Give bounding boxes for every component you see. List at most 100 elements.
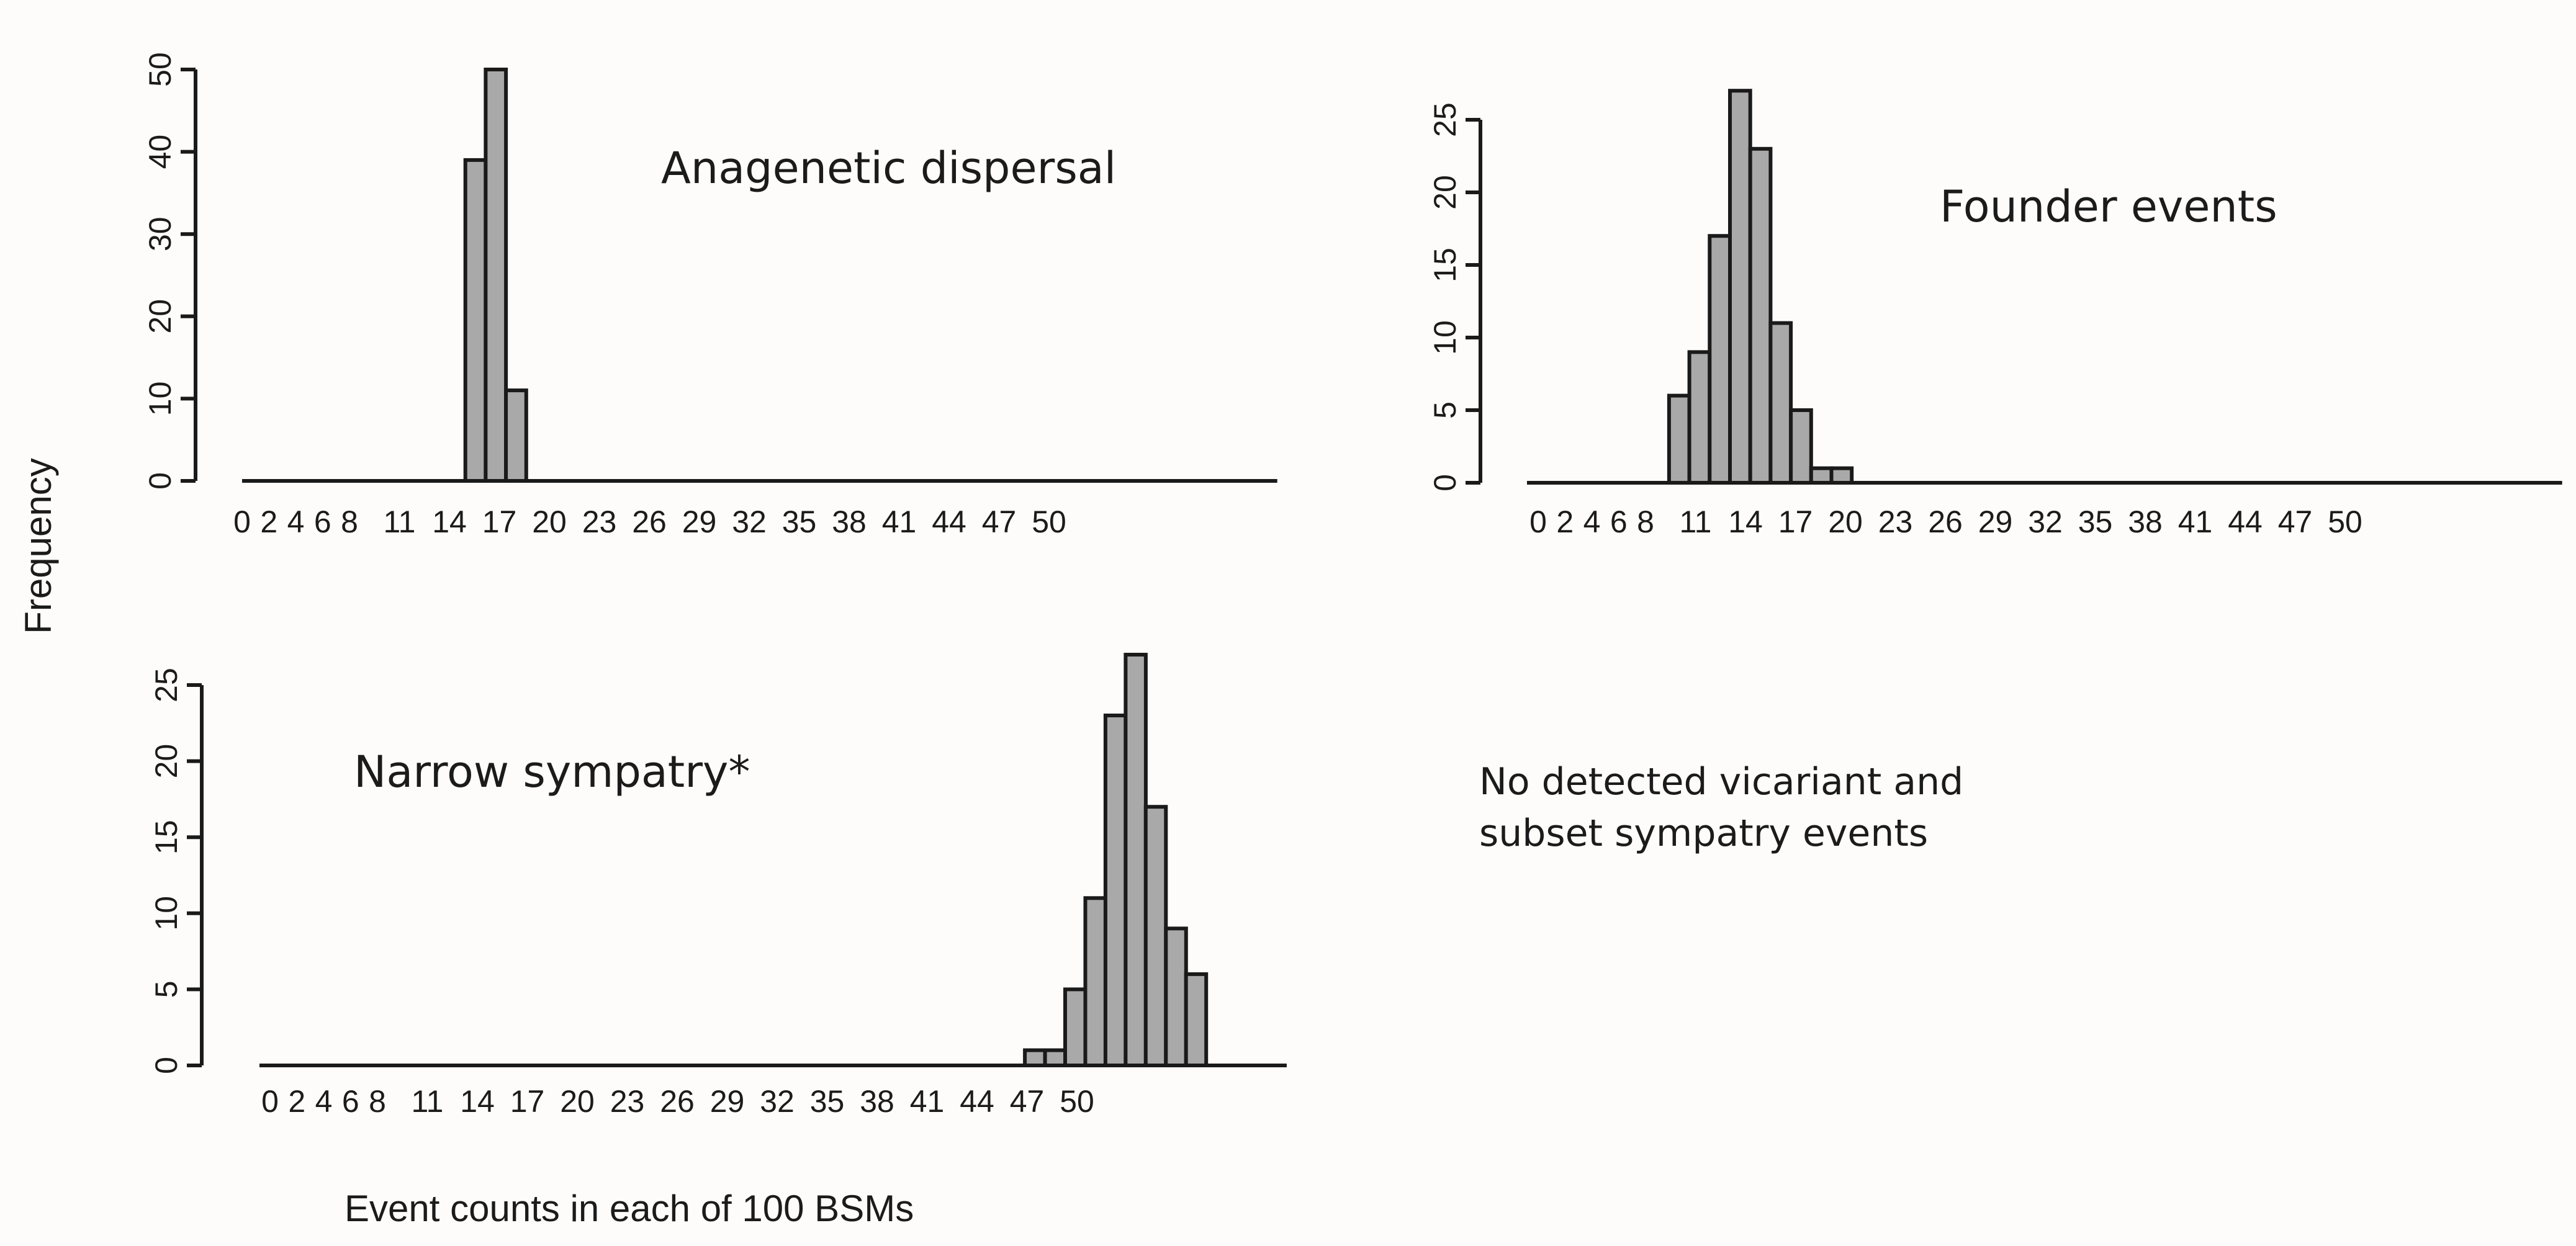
x-tick-label-8: 8: [369, 1084, 386, 1119]
x-tick-label-35: 35: [2078, 504, 2113, 539]
x-tick-label-14: 14: [1728, 504, 1763, 539]
y-tick-label-5: 5: [1428, 401, 1462, 419]
panel-title-founder-events: Founder events: [1940, 181, 2277, 232]
x-tick-label-20: 20: [560, 1084, 595, 1119]
x-tick-label-6: 6: [1610, 504, 1628, 539]
bar-narrow-sympatry-40: [1063, 987, 1088, 1068]
x-tick-label-4: 4: [287, 504, 305, 539]
x-tick-label-23: 23: [582, 504, 617, 539]
x-tick-label-32: 32: [732, 504, 767, 539]
x-tick-label-6: 6: [314, 504, 331, 539]
x-tick-label-0: 0: [261, 1084, 279, 1119]
x-tick-label-32: 32: [760, 1084, 795, 1119]
bars-narrow-sympatry: [259, 653, 1287, 1068]
x-tick-label-14: 14: [460, 1084, 495, 1119]
bar-founder-events-10: [1728, 89, 1752, 485]
x-tick-label-29: 29: [682, 504, 717, 539]
y-tick-label-50: 50: [143, 52, 178, 87]
x-tick-label-29: 29: [710, 1084, 745, 1119]
y-tick-label-10: 10: [1428, 320, 1462, 355]
bar-narrow-sympatry-38: [1023, 1048, 1047, 1067]
y-tick-label-5: 5: [149, 980, 184, 998]
y-tick-label-25: 25: [149, 668, 184, 702]
x-tick-label-44: 44: [932, 504, 966, 539]
bar-narrow-sympatry-43: [1124, 653, 1148, 1067]
x-tick-label-2: 2: [1556, 504, 1574, 539]
x-tick-label-50: 50: [1032, 504, 1066, 539]
y-axis-founder-events: 0 5 10 15 20 25: [1428, 102, 1482, 491]
x-tick-label-41: 41: [2178, 504, 2213, 539]
bar-narrow-sympatry-41: [1083, 896, 1107, 1068]
y-tick-label-20: 20: [1428, 175, 1462, 210]
y-tick-label-30: 30: [143, 217, 178, 251]
x-tick-label-47: 47: [1010, 1084, 1045, 1119]
bars-founder-events: [1527, 89, 2562, 485]
y-tick-label-10: 10: [143, 382, 178, 416]
x-tick-label-44: 44: [2228, 504, 2263, 539]
y-tick-label-25: 25: [1428, 102, 1462, 137]
x-tick-label-32: 32: [2028, 504, 2063, 539]
x-tick-label-2: 2: [288, 1084, 305, 1119]
bar-founder-events-11: [1748, 146, 1773, 485]
x-tick-label-17: 17: [510, 1084, 545, 1119]
x-tick-label-17: 17: [1778, 504, 1813, 539]
x-tick-label-50: 50: [1060, 1084, 1094, 1119]
x-axis-title: Event counts in each of 100 BSMs: [345, 1188, 914, 1229]
x-tick-label-8: 8: [1637, 504, 1654, 539]
y-tick-label-40: 40: [143, 135, 178, 169]
x-tick-label-23: 23: [1878, 504, 1913, 539]
x-tick-label-0: 0: [233, 504, 251, 539]
y-axis-narrow-sympatry: 0 5 10 15 20 25: [149, 668, 204, 1074]
x-tick-label-20: 20: [532, 504, 567, 539]
x-tick-label-26: 26: [660, 1084, 695, 1119]
x-tick-label-35: 35: [810, 1084, 845, 1119]
y-tick-label-10: 10: [149, 896, 184, 931]
y-tick-label-15: 15: [1428, 248, 1462, 282]
y-tick-label-15: 15: [149, 820, 184, 854]
bar-founder-events-14: [1809, 466, 1834, 485]
x-tick-label-47: 47: [982, 504, 1017, 539]
bar-narrow-sympatry-44: [1143, 805, 1168, 1067]
x-tick-label-35: 35: [782, 504, 817, 539]
x-tick-label-11: 11: [384, 504, 416, 539]
x-tick-label-8: 8: [341, 504, 358, 539]
x-tick-label-29: 29: [1978, 504, 2013, 539]
x-tick-label-23: 23: [610, 1084, 645, 1119]
panel-title-anagenetic-dispersal: Anagenetic dispersal: [661, 143, 1116, 194]
x-tick-label-11: 11: [412, 1084, 444, 1119]
y-tick-label-20: 20: [143, 299, 178, 334]
bar-anagenetic-dispersal-13: [504, 388, 528, 483]
y-tick-label-20: 20: [149, 744, 184, 779]
x-axis-narrow-sympatry: 0 2 4 6 8 11 14 17 20 23 26 29 32 35 38 41 44 47 50: [261, 1084, 1094, 1119]
panel-title-narrow-sympatry: Narrow sympatry*: [354, 746, 750, 797]
y-tick-label-0: 0: [149, 1057, 184, 1074]
y-tick-label-0: 0: [143, 472, 178, 490]
x-tick-label-44: 44: [960, 1084, 994, 1119]
x-tick-label-38: 38: [860, 1084, 894, 1119]
bar-founder-events-7: [1667, 393, 1691, 485]
x-tick-label-26: 26: [1928, 504, 1963, 539]
x-tick-label-4: 4: [1583, 504, 1601, 539]
bar-founder-events-13: [1789, 408, 1813, 485]
note-line-2: subset sympatry events: [1479, 812, 1928, 855]
x-tick-label-38: 38: [832, 504, 867, 539]
x-tick-label-41: 41: [882, 504, 917, 539]
bar-narrow-sympatry-42: [1103, 714, 1128, 1067]
bar-founder-events-15: [1829, 466, 1854, 485]
y-tick-label-0: 0: [1428, 474, 1462, 491]
x-tick-label-20: 20: [1828, 504, 1863, 539]
x-tick-label-47: 47: [2278, 504, 2313, 539]
x-tick-label-38: 38: [2128, 504, 2163, 539]
x-tick-label-0: 0: [1529, 504, 1547, 539]
bar-narrow-sympatry-39: [1043, 1048, 1068, 1067]
x-axis-founder-events: 0 2 4 6 8 11 14 17 20 23 26 29 32 35 38 41 44 47 50: [1529, 504, 2362, 539]
bars-anagenetic-dispersal: [242, 68, 1277, 483]
bar-founder-events-8: [1687, 350, 1712, 485]
x-tick-label-4: 4: [315, 1084, 333, 1119]
bar-anagenetic-dispersal-11: [463, 158, 488, 483]
x-axis-anagenetic-dispersal: 0 2 4 6 8 11 14 17 20 23 26 29 32 35 38 41 44 47 50: [233, 504, 1066, 539]
y-axis-title: Frequency: [17, 458, 59, 634]
